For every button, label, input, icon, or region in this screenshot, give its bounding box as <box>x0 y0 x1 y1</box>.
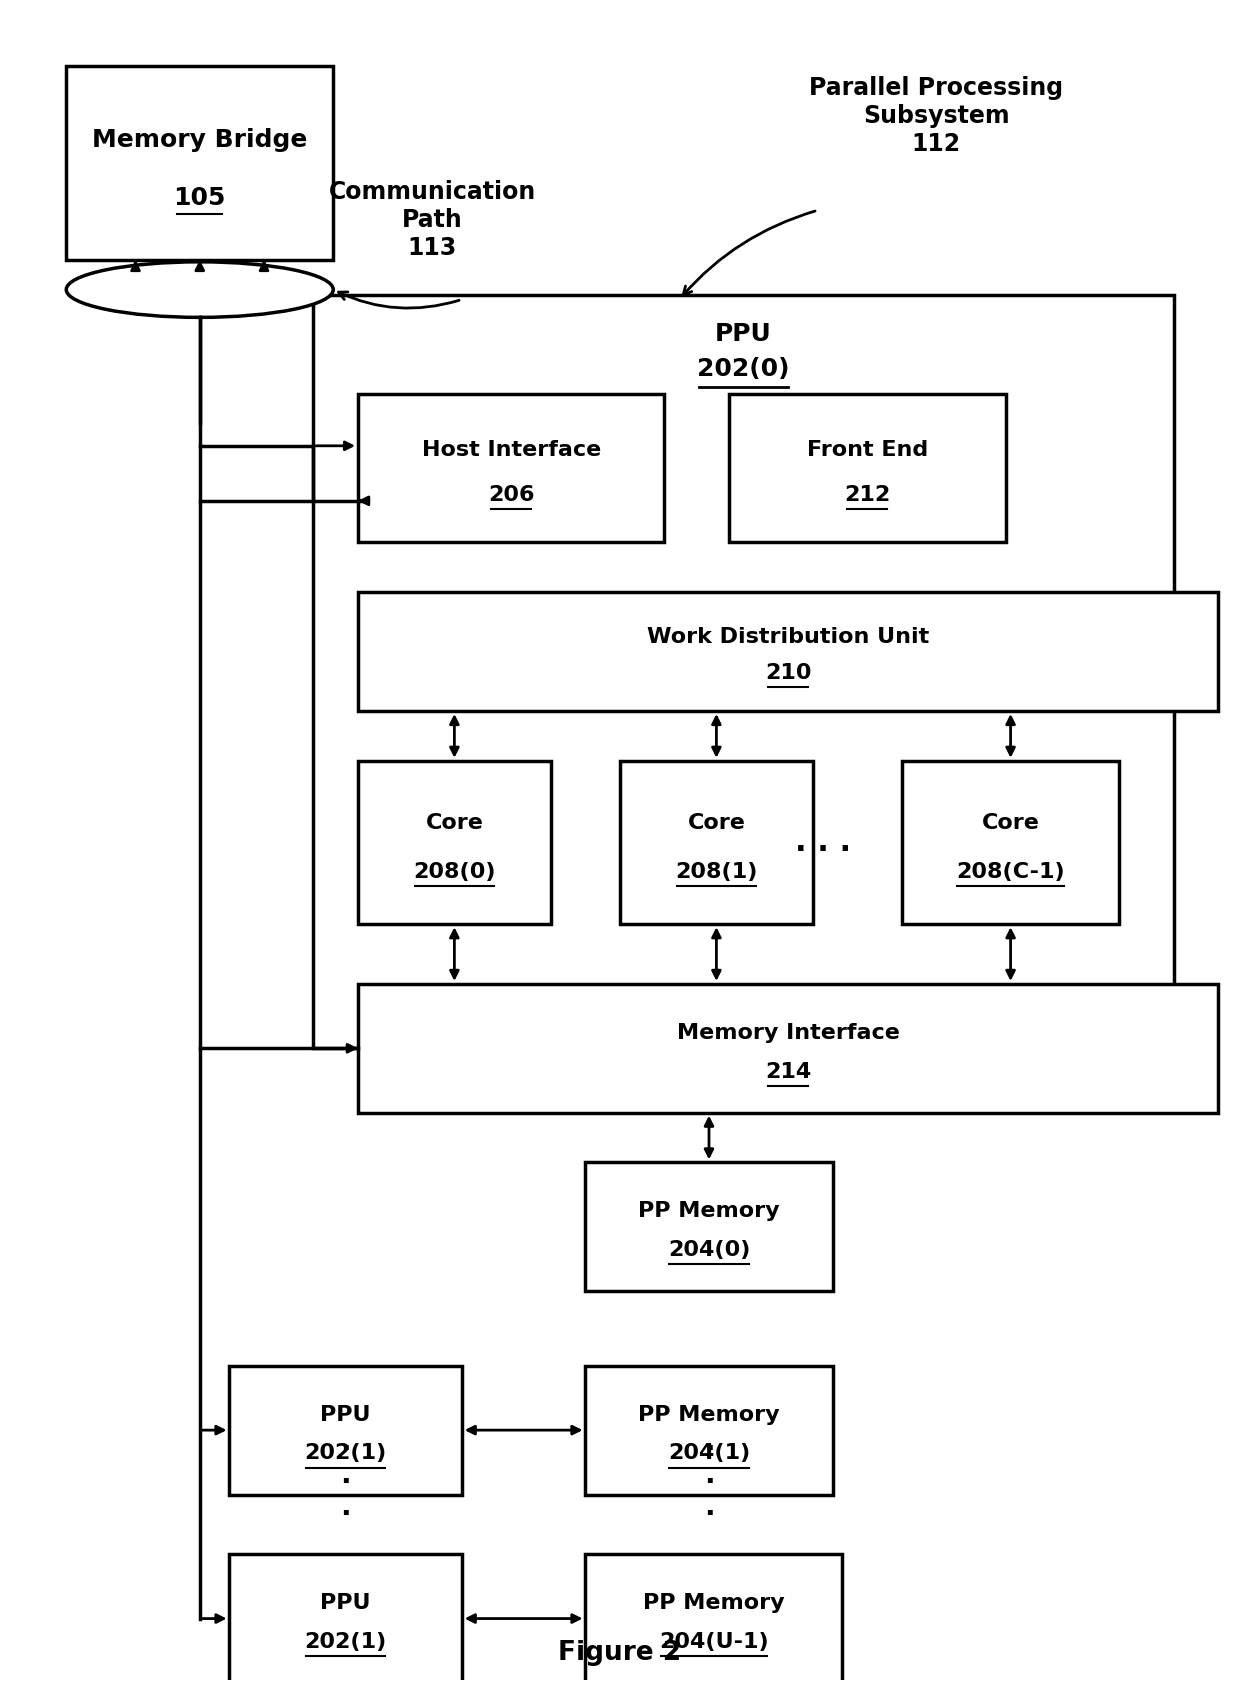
Text: 210: 210 <box>765 663 811 683</box>
Bar <box>358 984 1218 1113</box>
Text: Core: Core <box>687 813 745 833</box>
Text: 204(U-1): 204(U-1) <box>660 1631 769 1652</box>
Bar <box>585 1366 832 1495</box>
Text: .
.
.: . . . <box>340 1429 351 1522</box>
Bar <box>729 393 1006 543</box>
Bar <box>901 761 1120 924</box>
Text: Host Interface: Host Interface <box>422 440 601 461</box>
Text: 214: 214 <box>765 1061 811 1081</box>
Text: Core: Core <box>425 813 484 833</box>
Text: 208(0): 208(0) <box>413 862 496 882</box>
Text: 105: 105 <box>174 186 226 209</box>
Bar <box>358 761 551 924</box>
Text: .
.
.: . . . <box>703 1429 714 1522</box>
Text: PPU: PPU <box>715 322 773 346</box>
Text: Communication
Path
113: Communication Path 113 <box>329 181 536 260</box>
Text: Figure 2: Figure 2 <box>558 1640 682 1667</box>
Text: 208(1): 208(1) <box>676 862 758 882</box>
Text: PP Memory: PP Memory <box>639 1201 780 1221</box>
Bar <box>620 761 812 924</box>
Text: Core: Core <box>982 813 1039 833</box>
Bar <box>66 66 334 260</box>
Text: 204(0): 204(0) <box>668 1240 750 1260</box>
Text: PP Memory: PP Memory <box>644 1593 785 1613</box>
Bar <box>358 592 1218 712</box>
Text: 202(1): 202(1) <box>305 1444 387 1463</box>
Text: Memory Interface: Memory Interface <box>677 1022 899 1043</box>
Bar <box>585 1554 842 1684</box>
Text: 202(0): 202(0) <box>697 358 790 381</box>
Text: PPU: PPU <box>320 1593 371 1613</box>
Bar <box>229 1366 461 1495</box>
Text: Work Distribution Unit: Work Distribution Unit <box>647 628 929 648</box>
Text: PP Memory: PP Memory <box>639 1405 780 1424</box>
Ellipse shape <box>66 261 334 317</box>
Bar <box>585 1162 832 1291</box>
Text: Parallel Processing
Subsystem
112: Parallel Processing Subsystem 112 <box>810 76 1064 155</box>
Text: 208(C-1): 208(C-1) <box>956 862 1065 882</box>
Text: Memory Bridge: Memory Bridge <box>92 128 308 152</box>
Text: Front End: Front End <box>806 440 928 461</box>
Text: . . .: . . . <box>795 828 851 857</box>
Text: 204(1): 204(1) <box>668 1444 750 1463</box>
Bar <box>358 393 665 543</box>
Text: 212: 212 <box>844 484 890 504</box>
Bar <box>229 1554 461 1684</box>
Text: 202(1): 202(1) <box>305 1631 387 1652</box>
Bar <box>314 295 1174 1048</box>
Text: 206: 206 <box>489 484 534 504</box>
Text: PPU: PPU <box>320 1405 371 1424</box>
